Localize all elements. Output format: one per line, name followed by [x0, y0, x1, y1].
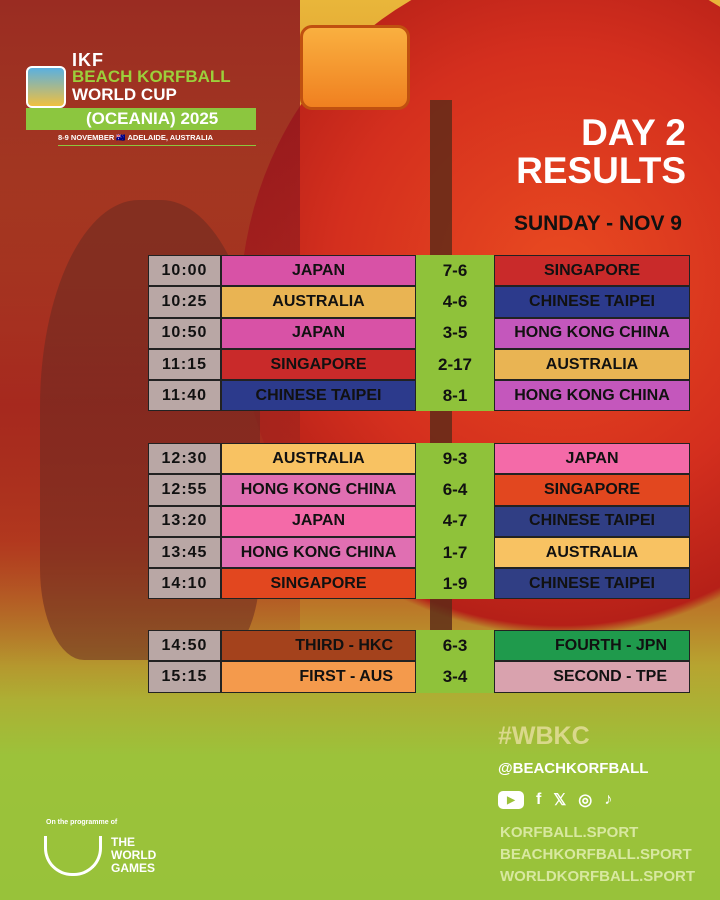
match-time: 13:45	[148, 536, 221, 569]
logo-ikf: IKF	[72, 50, 104, 70]
match-time: 14:10	[148, 568, 221, 600]
match-row: 14:10 SINGAPORE 1-9 CHINESE TAIPEI	[148, 568, 690, 600]
home-team: THIRD - HKC	[221, 630, 416, 662]
palm-emblem-icon	[26, 66, 66, 108]
youtube-icon[interactable]: ▶	[498, 791, 524, 809]
korf-basket-image	[300, 25, 410, 110]
twg-caption: On the programme of	[46, 819, 118, 826]
logo-dates: 8-9 NOVEMBER 🇦🇺 ADELAIDE, AUSTRALIA	[58, 133, 256, 146]
away-team: JAPAN	[494, 443, 690, 475]
match-score: 2-17	[416, 348, 494, 381]
results-table-3: 14:50 THIRD - HKC 6-3 FOURTH - JPN 15:15 FIRS…	[148, 630, 690, 693]
match-row: 11:40 CHINESE TAIPEI 8-1 HONG KONG CHINA	[148, 380, 690, 412]
home-team: JAPAN	[221, 317, 416, 349]
match-time: 13:20	[148, 505, 221, 537]
home-team: AUSTRALIA	[221, 286, 416, 318]
match-row: 10:50 JAPAN 3-5 HONG KONG CHINA	[148, 317, 690, 349]
world-games-logo-icon	[44, 836, 102, 876]
twg-line1: THE	[111, 835, 135, 849]
away-team: FOURTH - JPN	[494, 630, 690, 662]
match-score: 4-6	[416, 286, 494, 318]
match-row: 15:15 FIRST - AUS 3-4 SECOND - TPE	[148, 661, 690, 693]
match-score: 6-3	[416, 630, 494, 662]
match-row: 12:55 HONG KONG CHINA 6-4 SINGAPORE	[148, 474, 690, 506]
match-time: 11:15	[148, 348, 221, 381]
match-score: 8-1	[416, 380, 494, 412]
instagram-icon[interactable]: ◎	[578, 792, 593, 809]
match-score: 1-7	[416, 536, 494, 569]
page-title: DAY 2 RESULTS	[516, 114, 686, 190]
world-games-text: THE WORLD GAMES	[111, 836, 156, 875]
away-team: SINGAPORE	[494, 474, 690, 506]
match-score: 3-4	[416, 661, 494, 693]
hashtag: #WBKC	[498, 722, 590, 750]
away-team: CHINESE TAIPEI	[494, 286, 690, 318]
match-row: 14:50 THIRD - HKC 6-3 FOURTH - JPN	[148, 630, 690, 662]
away-team: HONG KONG CHINA	[494, 380, 690, 412]
title-line1: DAY 2	[581, 112, 686, 153]
away-team: SINGAPORE	[494, 255, 690, 287]
match-row: 10:00 JAPAN 7-6 SINGAPORE	[148, 255, 690, 287]
home-team: CHINESE TAIPEI	[221, 380, 416, 412]
away-team: CHINESE TAIPEI	[494, 505, 690, 537]
away-team: HONG KONG CHINA	[494, 317, 690, 349]
social-handle: @BEACHKORFBALL	[498, 760, 649, 777]
logo-band: (OCEANIA) 2025	[26, 108, 256, 130]
logo-line2: WORLD CUP	[72, 85, 177, 104]
match-time: 14:50	[148, 630, 221, 662]
match-time: 10:50	[148, 317, 221, 349]
logo-line1: BEACH KORFBALL	[72, 67, 231, 86]
home-team: AUSTRALIA	[221, 443, 416, 475]
social-icons: ▶ f 𝕏 ◎ ♪	[498, 790, 612, 810]
twg-line3: GAMES	[111, 861, 156, 875]
home-team: SINGAPORE	[221, 568, 416, 600]
match-score: 1-9	[416, 568, 494, 600]
results-table-1: 10:00 JAPAN 7-6 SINGAPORE 10:25 AUSTRALIA 4-6 C…	[148, 255, 690, 412]
match-score: 4-7	[416, 505, 494, 537]
home-team: HONG KONG CHINA	[221, 474, 416, 506]
home-team: HONG KONG CHINA	[221, 536, 416, 569]
match-time: 10:25	[148, 286, 221, 318]
match-time: 11:40	[148, 380, 221, 412]
facebook-icon[interactable]: f	[536, 791, 542, 808]
match-row: 11:15 SINGAPORE 2-17 AUSTRALIA	[148, 348, 690, 381]
match-row: 13:45 HONG KONG CHINA 1-7 AUSTRALIA	[148, 536, 690, 569]
home-team: JAPAN	[221, 505, 416, 537]
away-team: AUSTRALIA	[494, 348, 690, 381]
twg-line2: WORLD	[111, 848, 157, 862]
away-team: CHINESE TAIPEI	[494, 568, 690, 600]
match-time: 12:55	[148, 474, 221, 506]
home-team: FIRST - AUS	[221, 661, 416, 693]
home-team: SINGAPORE	[221, 348, 416, 381]
away-team: AUSTRALIA	[494, 536, 690, 569]
match-score: 6-4	[416, 474, 494, 506]
away-team: SECOND - TPE	[494, 661, 690, 693]
url-worldkorfball[interactable]: WORLDKORFBALL.SPORT	[500, 868, 695, 885]
match-score: 9-3	[416, 443, 494, 475]
match-time: 12:30	[148, 443, 221, 475]
match-score: 3-5	[416, 317, 494, 349]
match-time: 15:15	[148, 661, 221, 693]
website-links: KORFBALL.SPORT BEACHKORFBALL.SPORT WORLD…	[500, 822, 695, 888]
url-korfball[interactable]: KORFBALL.SPORT	[500, 824, 639, 841]
match-row: 13:20 JAPAN 4-7 CHINESE TAIPEI	[148, 505, 690, 537]
url-beachkorfball[interactable]: BEACHKORFBALL.SPORT	[500, 846, 692, 863]
match-time: 10:00	[148, 255, 221, 287]
day-label: SUNDAY - NOV 9	[513, 212, 682, 235]
event-logo: IKF BEACH KORFBALL WORLD CUP (OCEANIA) 2…	[26, 50, 256, 146]
home-team: JAPAN	[221, 255, 416, 287]
results-table-2: 12:30 AUSTRALIA 9-3 JAPAN 12:55 HONG KONG CHI…	[148, 443, 690, 600]
match-score: 7-6	[416, 255, 494, 287]
match-row: 12:30 AUSTRALIA 9-3 JAPAN	[148, 443, 690, 475]
match-row: 10:25 AUSTRALIA 4-6 CHINESE TAIPEI	[148, 286, 690, 318]
tiktok-icon[interactable]: ♪	[604, 791, 613, 808]
title-line2: RESULTS	[516, 150, 686, 191]
x-icon[interactable]: 𝕏	[553, 792, 567, 809]
